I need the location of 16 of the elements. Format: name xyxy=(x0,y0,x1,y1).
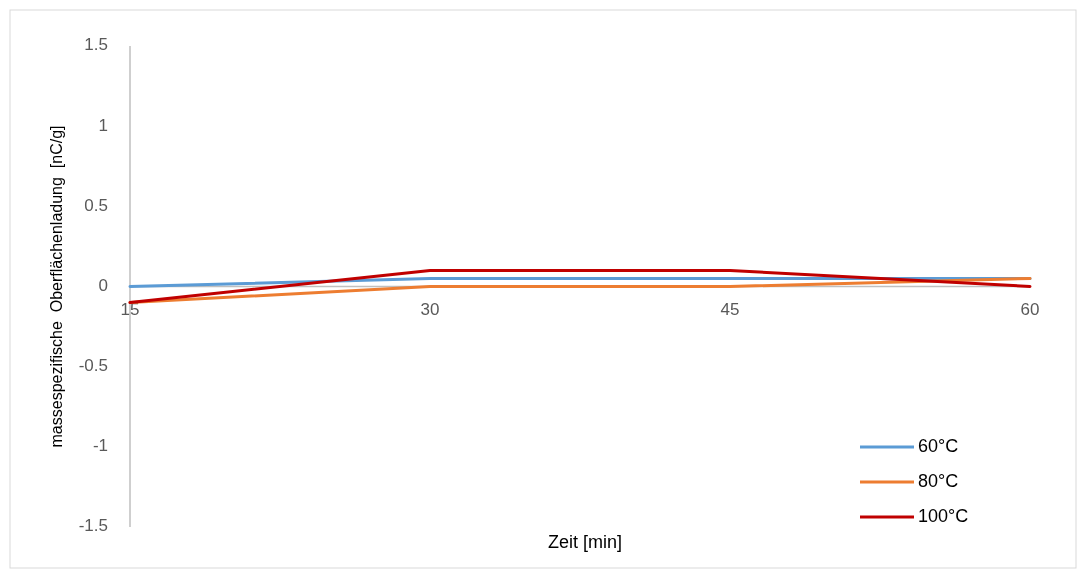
x-axis-title: Zeit [min] xyxy=(547,532,623,552)
x-tick-label: 60 xyxy=(1020,299,1040,319)
legend-label: 100°C xyxy=(918,505,969,526)
y-tick-label: 0 xyxy=(98,275,108,295)
y-axis-title: massespezifische Oberflächenladung [nC/g] xyxy=(48,125,65,448)
x-tick-label: 45 xyxy=(720,299,740,319)
y-tick-label: -0.5 xyxy=(78,356,108,376)
legend-label: 60°C xyxy=(918,435,959,456)
y-tick-label: -1.5 xyxy=(78,516,108,536)
x-tick-label: 15 xyxy=(120,299,140,319)
y-tick-label: 1.5 xyxy=(84,35,108,55)
y-tick-label: 1 xyxy=(98,115,108,135)
x-tick-label: 30 xyxy=(420,299,440,319)
y-tick-label: -1 xyxy=(92,436,108,456)
y-tick-label: 0.5 xyxy=(84,195,108,215)
legend-label: 80°C xyxy=(918,470,959,491)
